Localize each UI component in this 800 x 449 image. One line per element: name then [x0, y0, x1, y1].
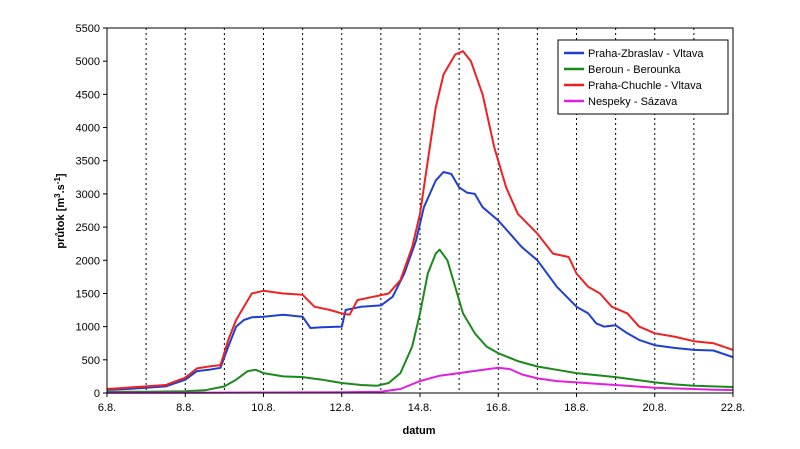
y-axis-title: průtok [m3.s-1] [53, 173, 67, 249]
series-layer [106, 50, 734, 394]
series-line-1 [106, 171, 734, 391]
y-tick-label: 5000 [76, 56, 100, 68]
y-tick-label: 4000 [76, 123, 100, 135]
y-tick-label: 2500 [76, 222, 100, 234]
legend-label: Beroun - Berounka [588, 64, 681, 76]
y-tick-label: 3000 [76, 189, 100, 201]
legend-label: Nespeky - Sázava [588, 96, 678, 108]
x-tick-labels: 6.8. 8.8. 10.8. 12.8. 14.8. 16.8. 18.8. 20.8. 22… [98, 402, 745, 414]
axes [103, 27, 734, 397]
y-tick-label: 2000 [76, 255, 100, 267]
y-tick-label: 0 [94, 388, 100, 400]
y-tick-labels: 0 500 1000 1500 2000 2500 3000 3500 4000 4500 5000… [76, 23, 100, 400]
y-tick-label: 500 [82, 355, 100, 367]
y-tick-label: 5500 [76, 23, 100, 35]
series-line-4 [107, 366, 734, 394]
x-tick-label: 6.8. [98, 402, 116, 414]
gridlines [145, 28, 695, 393]
y-tick-label: 4500 [76, 89, 100, 101]
legend-box [557, 39, 729, 115]
series-line-2 [107, 248, 734, 393]
x-tick-label: 20.8. [643, 402, 667, 414]
x-tick-label: 16.8. [486, 402, 510, 414]
y-axis-title-main: průtok [m [55, 198, 67, 249]
y-axis-title-mid: .s [55, 184, 67, 193]
series-line-3 [106, 50, 734, 390]
y-tick-label: 1000 [76, 322, 100, 334]
x-tick-label: 8.8. [176, 402, 194, 414]
y-tick-label: 3500 [76, 156, 100, 168]
y-axis-title-end: ] [55, 173, 67, 177]
x-tick-label: 10.8. [251, 402, 275, 414]
x-axis-title: datum [403, 425, 436, 437]
x-tick-label: 22.8. [721, 402, 745, 414]
legend-label: Praha-Zbraslav - Vltava [588, 48, 704, 60]
y-axis-title-sup1: 3 [53, 193, 62, 198]
legend-label: Praha-Chuchle - Vltava [588, 80, 703, 92]
x-tick-label: 12.8. [330, 402, 354, 414]
y-tick-label: 1500 [76, 288, 100, 300]
x-tick-label: 18.8. [564, 402, 588, 414]
x-tick-label: 14.8. [408, 402, 432, 414]
legend: Praha-Zbraslav - Vltava Beroun - Berounka… [557, 39, 729, 115]
y-axis-title-sup2: -1 [53, 177, 62, 185]
